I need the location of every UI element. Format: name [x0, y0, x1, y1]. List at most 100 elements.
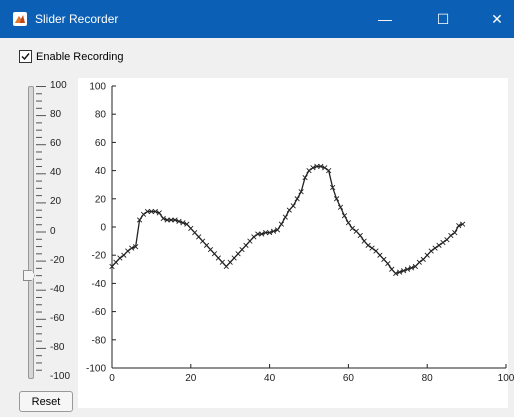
data-point-marker [266, 230, 273, 236]
x-tick-label: 0 [109, 373, 115, 384]
data-point-marker [326, 167, 332, 174]
data-point-marker [144, 208, 151, 215]
data-point-marker [290, 203, 296, 209]
maximize-button[interactable]: ☐ [436, 10, 450, 27]
data-point-marker [235, 251, 241, 257]
data-point-marker [341, 213, 348, 219]
x-tick-label: 100 [498, 373, 514, 384]
enable-recording-checkbox[interactable]: Enable Recording [19, 50, 123, 63]
data-point-marker [227, 259, 233, 265]
y-tick-label: 20 [95, 194, 107, 205]
slider-thumb[interactable] [23, 270, 35, 282]
matlab-icon [13, 12, 27, 26]
slider-tick-label: -100 [50, 371, 71, 382]
slider-tick-label: -80 [50, 341, 65, 353]
y-tick-label: 80 [95, 110, 107, 121]
y-tick-label: -20 [92, 251, 107, 262]
data-point-marker [393, 270, 399, 277]
data-point-marker [428, 248, 434, 254]
data-point-marker [203, 242, 210, 248]
data-point-marker [172, 217, 178, 223]
data-point-marker [404, 266, 411, 272]
window-client-area: Enable Recording 100 80 60 40 20 0 -20 -40 -60 -8… [0, 38, 514, 417]
checkbox-box[interactable] [19, 50, 32, 63]
x-tick-label: 40 [264, 373, 276, 384]
x-tick-label: 60 [343, 373, 355, 384]
slider-tick-label: 20 [50, 196, 62, 208]
data-point-marker [349, 225, 355, 232]
data-point-marker [255, 231, 261, 237]
data-point-marker [416, 259, 422, 265]
data-point-marker [140, 211, 147, 217]
data-point-marker [377, 252, 383, 258]
data-point-marker [156, 210, 162, 216]
data-point-marker [353, 228, 359, 234]
y-tick-label: 40 [95, 166, 107, 177]
data-point-marker [436, 242, 442, 248]
plot-area [78, 78, 508, 408]
data-point-marker [357, 232, 363, 239]
data-point-marker [274, 227, 281, 233]
data-point-marker [400, 268, 407, 274]
data-point-marker [294, 196, 300, 202]
data-point-marker [168, 217, 174, 223]
data-point-marker [345, 220, 352, 226]
minimize-button[interactable]: — [378, 11, 392, 27]
data-point-marker [133, 244, 139, 250]
data-point-marker [456, 222, 462, 229]
data-point-marker [420, 256, 426, 263]
data-point-marker [444, 237, 450, 243]
close-button[interactable]: ✕ [491, 10, 503, 27]
data-point-marker [160, 215, 166, 222]
data-point-marker [109, 263, 115, 270]
data-point-marker [361, 238, 367, 244]
data-point-marker [278, 221, 285, 227]
data-point-marker [440, 239, 446, 246]
x-tick-label: 80 [422, 373, 434, 384]
data-point-marker [184, 221, 190, 227]
data-point-marker [286, 207, 292, 213]
x-tick-label: 20 [185, 373, 197, 384]
checkmark-icon [21, 53, 30, 61]
slider-track[interactable] [28, 86, 34, 379]
data-point-marker [200, 238, 206, 244]
data-point-marker [330, 184, 336, 191]
slider-tick-label: 80 [50, 109, 62, 121]
slider-tick-label: 60 [50, 138, 62, 150]
data-point-marker [298, 189, 304, 195]
reset-button[interactable]: Reset [19, 391, 73, 412]
data-point-marker [412, 263, 418, 270]
data-point-marker [152, 208, 158, 215]
slider-tick-label: 0 [50, 225, 56, 237]
data-point-marker [192, 230, 198, 236]
data-point-marker [337, 204, 344, 210]
data-point-marker [117, 255, 123, 261]
data-point-marker [196, 234, 202, 240]
data-point-marker [365, 242, 371, 248]
data-point-marker [215, 255, 221, 261]
data-point-marker [223, 263, 229, 270]
data-point-marker [408, 265, 415, 271]
data-point-marker [188, 225, 194, 232]
window-title: Slider Recorder [35, 12, 119, 26]
y-tick-label: -40 [92, 279, 107, 290]
data-point-marker [381, 256, 387, 263]
data-point-marker [373, 248, 379, 254]
y-tick-label: -100 [86, 364, 106, 375]
slider-tick-label: 100 [50, 80, 67, 91]
data-point-marker [113, 259, 119, 265]
data-point-marker [239, 246, 245, 253]
data-point-marker [310, 165, 316, 171]
data-point-marker [176, 218, 182, 224]
data-point-marker [211, 251, 218, 257]
data-point-marker [448, 232, 454, 239]
enable-recording-label: Enable Recording [36, 50, 124, 63]
data-point-marker [263, 230, 269, 236]
data-point-marker [180, 220, 186, 226]
data-point-marker [322, 165, 328, 171]
data-point-marker [397, 269, 403, 275]
data-point-marker [385, 261, 391, 267]
y-tick-label: -80 [92, 335, 107, 346]
data-point-marker [333, 196, 340, 202]
data-point-marker [251, 234, 257, 240]
